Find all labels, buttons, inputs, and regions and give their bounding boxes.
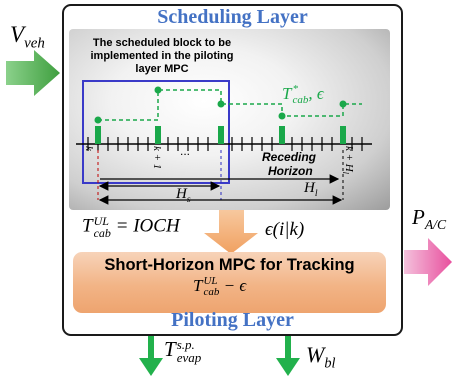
- scheduling-layer-title: Scheduling Layer: [157, 6, 308, 28]
- tcab-ul-rhs: = IOCH: [110, 215, 180, 237]
- tick-khl-main: k + H: [343, 146, 355, 173]
- pac-subscript: A/C: [424, 217, 447, 233]
- wbl-subscript: bl: [324, 355, 336, 372]
- receding-label-1: Receding: [262, 150, 317, 164]
- tevap-sub: evap: [176, 350, 202, 366]
- scheduled-block-note: The scheduled block to be implemented in…: [90, 37, 234, 75]
- tcab-star-label: T * cab, ϵ: [282, 84, 324, 106]
- hs-label: Hs: [176, 186, 191, 205]
- tick-label-khl: k + Hl: [341, 146, 355, 175]
- vveh-arrow: [6, 50, 60, 96]
- schedule-bars: [95, 126, 346, 144]
- hs-subscript: s: [186, 194, 191, 205]
- tevap-arrow: [139, 336, 163, 376]
- tick-label-k1: k + 1: [151, 146, 163, 169]
- layer-down-arrow: [204, 210, 258, 254]
- tcab-ul-equation: T UL cab = IOCH: [82, 215, 180, 239]
- tcab-star-sub: cab: [292, 94, 309, 107]
- tcab-star-tail: , ϵ: [308, 84, 324, 103]
- tevap-sup: s.p.: [176, 337, 195, 353]
- wbl-arrow: [276, 336, 300, 376]
- tevap-symbol: T: [164, 337, 176, 361]
- hs-symbol: H: [176, 186, 187, 202]
- short-horizon-mpc-title: Short-Horizon MPC for Tracking: [104, 256, 355, 274]
- mpc-expr-sup: UL: [203, 275, 218, 288]
- wbl-label: Wbl: [306, 342, 335, 372]
- hl-label: Hl: [304, 180, 318, 199]
- axis-ellipsis: ...: [180, 144, 190, 158]
- tick-khl-sub: l: [341, 172, 350, 175]
- hl-symbol: H: [304, 180, 315, 196]
- hl-subscript: l: [314, 188, 318, 199]
- vveh-symbol: V: [10, 22, 25, 47]
- tick-label-k: k: [83, 146, 95, 152]
- tcab-ul-symbol: T: [82, 215, 93, 237]
- schedule-dots: [94, 86, 347, 124]
- receding-label-2: Horizon: [268, 164, 313, 178]
- wbl-symbol: W: [306, 342, 325, 367]
- vveh-subscript: veh: [24, 35, 45, 52]
- tcab-ul-sup: UL: [93, 214, 109, 228]
- epsilon-ik-label: ϵ(i|k): [265, 219, 305, 240]
- mpc-expr-symbol: T: [193, 276, 203, 295]
- mpc-expression: T UL cab − ϵ: [193, 276, 246, 298]
- short-horizon-mpc-box: [73, 252, 386, 313]
- pac-symbol: P: [412, 205, 425, 229]
- vveh-label: Vveh: [10, 22, 45, 53]
- tcab-star-sup: *: [292, 83, 298, 96]
- schedule-staircase: [98, 89, 362, 121]
- mpc-expr-rhs: − ϵ: [219, 276, 247, 295]
- piloting-layer-title: Piloting Layer: [171, 309, 294, 331]
- pac-arrow: [404, 238, 452, 286]
- mpc-expr-sub: cab: [203, 286, 220, 299]
- pac-label: PA/C: [412, 205, 446, 233]
- tcab-star-symbol: T: [282, 84, 292, 103]
- tcab-ul-sub: cab: [93, 226, 111, 240]
